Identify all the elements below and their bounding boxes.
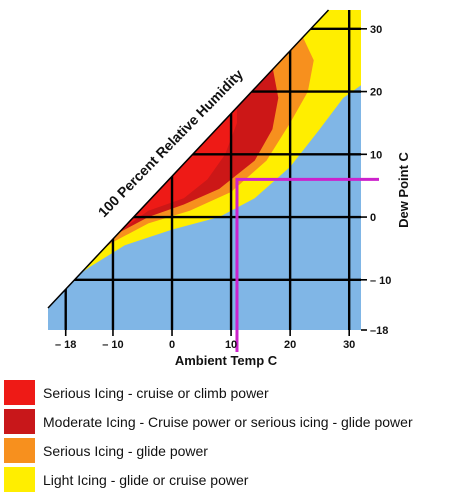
x-tick-label: 20 bbox=[284, 339, 296, 351]
y-tick-label: 30 bbox=[370, 24, 382, 36]
rh-boundary-line bbox=[47, 9, 330, 309]
legend-swatch bbox=[4, 409, 35, 434]
x-tick-label: – 18 bbox=[55, 339, 76, 351]
temperature-marker bbox=[235, 177, 379, 352]
legend-swatch bbox=[4, 380, 35, 405]
x-axis-title: Ambient Temp C bbox=[175, 353, 278, 368]
legend-label: Serious Icing - cruise or climb power bbox=[43, 384, 269, 401]
x-tick-labels: – 18 – 10 0 10 20 30 bbox=[55, 339, 355, 351]
legend-item-light: Light Icing - glide or cruise power bbox=[4, 465, 469, 494]
y-tick-label: 0 bbox=[370, 212, 376, 224]
y-tick-labels: –18 – 10 0 10 20 30 bbox=[370, 24, 391, 337]
legend-label: Light Icing - glide or cruise power bbox=[43, 471, 249, 488]
legend-swatch bbox=[4, 467, 35, 492]
legend-item-moderate: Moderate Icing - Cruise power or serious… bbox=[4, 407, 469, 436]
legend-item-serious-glide: Serious Icing - glide power bbox=[4, 436, 469, 465]
x-tick-label: 0 bbox=[169, 339, 175, 351]
icing-chart: – 18 – 10 0 10 20 30 –18 – 10 0 10 20 30 Ambient T… bbox=[47, 9, 411, 368]
y-tick-label: –18 bbox=[370, 325, 388, 337]
x-tick-label: – 10 bbox=[102, 339, 123, 351]
y-tick-label: – 10 bbox=[370, 275, 391, 287]
legend-swatch bbox=[4, 438, 35, 463]
x-tick-label: 30 bbox=[343, 339, 355, 351]
y-axis-title: Dew Point C bbox=[396, 151, 411, 227]
x-tick-label: 10 bbox=[225, 339, 237, 351]
y-tick-label: 20 bbox=[370, 87, 382, 99]
legend: Serious Icing - cruise or climb power Mo… bbox=[4, 378, 469, 494]
marker-line bbox=[235, 177, 379, 352]
legend-label: Moderate Icing - Cruise power or serious… bbox=[43, 413, 413, 430]
legend-item-serious-cruise: Serious Icing - cruise or climb power bbox=[4, 378, 469, 407]
y-tick-label: 10 bbox=[370, 149, 382, 161]
legend-label: Serious Icing - glide power bbox=[43, 442, 208, 459]
